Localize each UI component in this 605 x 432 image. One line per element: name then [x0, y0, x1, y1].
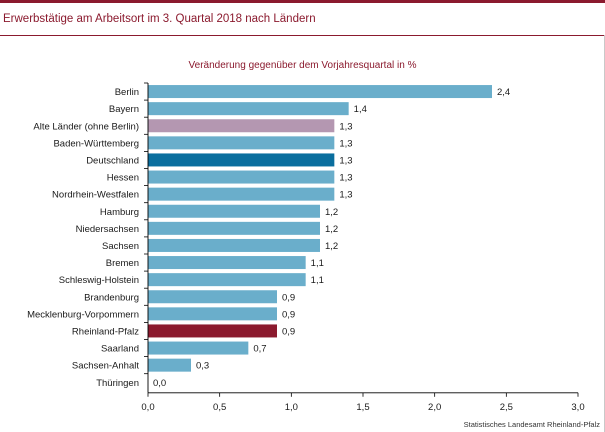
category-label-schleswig-holstein: Schleswig-Holstein [59, 275, 139, 286]
bar-alte-laender-ohne-berlin [148, 119, 335, 133]
bar-brandenburg [148, 290, 277, 304]
bar-nordrhein-westfalen [148, 187, 335, 201]
value-label-hessen: 1,3 [339, 173, 352, 184]
category-label-alte-laender-ohne-berlin: Alte Länder (ohne Berlin) [33, 121, 139, 132]
bar-schleswig-holstein [148, 273, 306, 287]
category-label-sachsen: Sachsen [102, 241, 139, 252]
chart-title: Veränderung gegenüber dem Vorjahresquart… [188, 60, 417, 71]
category-label-rheinland-pfalz: Rheinland-Pfalz [72, 326, 139, 337]
value-label-bayern: 1,4 [354, 104, 367, 115]
value-label-thueringen: 0,0 [153, 378, 166, 389]
bar-sachsen-anhalt [148, 358, 191, 372]
x-tick-label: 2,5 [500, 402, 513, 413]
category-label-niedersachsen: Niedersachsen [76, 224, 139, 235]
category-label-nordrhein-westfalen: Nordrhein-Westfalen [52, 190, 139, 201]
bar-berlin [148, 85, 492, 99]
category-label-deutschland: Deutschland [86, 155, 139, 166]
value-label-sachsen: 1,2 [325, 241, 338, 252]
value-label-schleswig-holstein: 1,1 [311, 275, 324, 286]
value-label-bremen: 1,1 [311, 258, 324, 269]
value-label-hamburg: 1,2 [325, 207, 338, 218]
category-label-hessen: Hessen [107, 173, 139, 184]
bar-deutschland [148, 153, 335, 167]
category-label-berlin: Berlin [115, 87, 139, 98]
x-tick-label: 0,5 [213, 402, 226, 413]
bar-baden-wuerttemberg [148, 136, 335, 150]
title-divider [0, 35, 605, 36]
bar-mecklenburg-vorpommern [148, 307, 277, 321]
category-label-bremen: Bremen [106, 258, 139, 269]
value-label-baden-wuerttemberg: 1,3 [339, 138, 352, 149]
category-label-hamburg: Hamburg [100, 207, 139, 218]
x-tick-label: 1,5 [356, 402, 369, 413]
bar-rheinland-pfalz [148, 324, 277, 338]
top-accent-rule [0, 0, 605, 3]
category-label-baden-wuerttemberg: Baden-Württemberg [53, 138, 139, 149]
value-label-alte-laender-ohne-berlin: 1,3 [339, 121, 352, 132]
x-tick-label: 1,0 [285, 402, 298, 413]
category-label-mecklenburg-vorpommern: Mecklenburg-Vorpommern [27, 309, 139, 320]
value-label-niedersachsen: 1,2 [325, 224, 338, 235]
page-title: Erwerbstätige am Arbeitsort im 3. Quarta… [3, 13, 316, 25]
value-label-deutschland: 1,3 [339, 155, 352, 166]
bar-hessen [148, 170, 335, 184]
source-note: Statistisches Landesamt Rheinland-Pfalz [463, 420, 600, 429]
category-label-bayern: Bayern [109, 104, 139, 115]
bar-sachsen [148, 238, 320, 252]
value-label-rheinland-pfalz: 0,9 [282, 326, 295, 337]
bar-saarland [148, 341, 249, 355]
bar-hamburg [148, 204, 320, 218]
category-label-thueringen: Thüringen [96, 378, 139, 389]
category-label-brandenburg: Brandenburg [84, 292, 139, 303]
bar-bayern [148, 102, 349, 116]
value-label-saarland: 0,7 [253, 344, 266, 355]
value-label-berlin: 2,4 [497, 87, 510, 98]
bar-bremen [148, 256, 306, 270]
x-tick-label: 3,0 [571, 402, 584, 413]
x-tick-label: 0,0 [141, 402, 154, 413]
value-label-mecklenburg-vorpommern: 0,9 [282, 309, 295, 320]
value-label-nordrhein-westfalen: 1,3 [339, 190, 352, 201]
category-label-sachsen-anhalt: Sachsen-Anhalt [72, 361, 139, 372]
value-label-sachsen-anhalt: 0,3 [196, 361, 209, 372]
x-tick-label: 2,0 [428, 402, 441, 413]
bar-niedersachsen [148, 221, 320, 235]
value-label-brandenburg: 0,9 [282, 292, 295, 303]
category-label-saarland: Saarland [101, 344, 139, 355]
